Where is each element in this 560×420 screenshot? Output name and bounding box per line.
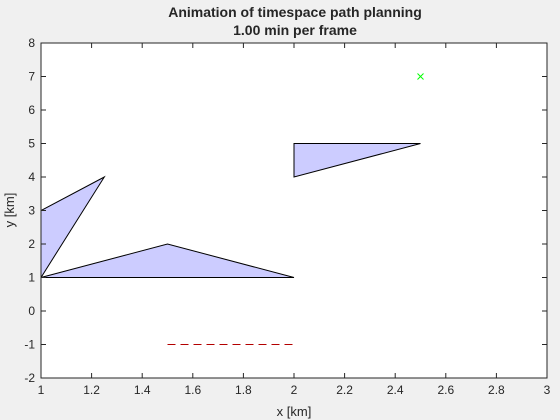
obstacles xyxy=(40,143,421,280)
y-tick-label: -2 xyxy=(24,371,35,385)
y-tick-label: 6 xyxy=(28,103,35,117)
y-tick-label: 7 xyxy=(28,70,35,84)
x-axis-label: x [km] xyxy=(277,404,312,419)
x-tick-label: 1.4 xyxy=(134,383,151,397)
x-axis: 1 1.2 1.4 1.6 1.8 2 2.2 2.4 2.6 2.8 3 xyxy=(38,43,551,397)
goal-marker xyxy=(417,73,424,80)
x-tick-label: 2.8 xyxy=(488,383,505,397)
y-axis: -2 -1 0 1 2 3 4 5 6 7 8 xyxy=(24,36,547,385)
y-tick-label: 1 xyxy=(28,271,35,285)
x-tick-label: 1 xyxy=(38,383,45,397)
goal-mark-stroke-2 xyxy=(417,73,424,80)
plot-area xyxy=(41,43,547,378)
x-tick-label: 1.2 xyxy=(83,383,100,397)
x-tick-label: 2.6 xyxy=(437,383,454,397)
x-tick-label: 1.6 xyxy=(184,383,201,397)
y-tick-label: 0 xyxy=(28,304,35,318)
x-tick-label: 2.4 xyxy=(387,383,404,397)
x-tick-label: 2 xyxy=(291,383,298,397)
chart-title: Animation of timespace path planning xyxy=(168,4,422,20)
chart-subtitle: 1.00 min per frame xyxy=(233,22,357,38)
y-tick-label: 5 xyxy=(28,137,35,151)
x-tick-label: 1.8 xyxy=(235,383,252,397)
y-tick-label: 4 xyxy=(28,170,35,184)
obstacle-2 xyxy=(40,243,295,278)
obstacle-3 xyxy=(293,143,421,178)
y-tick-label: 2 xyxy=(28,237,35,251)
y-tick-label: 3 xyxy=(28,204,35,218)
y-tick-label: 8 xyxy=(28,36,35,50)
x-tick-label: 2.2 xyxy=(336,383,353,397)
x-tick-label: 3 xyxy=(544,383,551,397)
y-axis-label: y [km] xyxy=(2,193,17,228)
y-tick-label: -1 xyxy=(24,338,35,352)
